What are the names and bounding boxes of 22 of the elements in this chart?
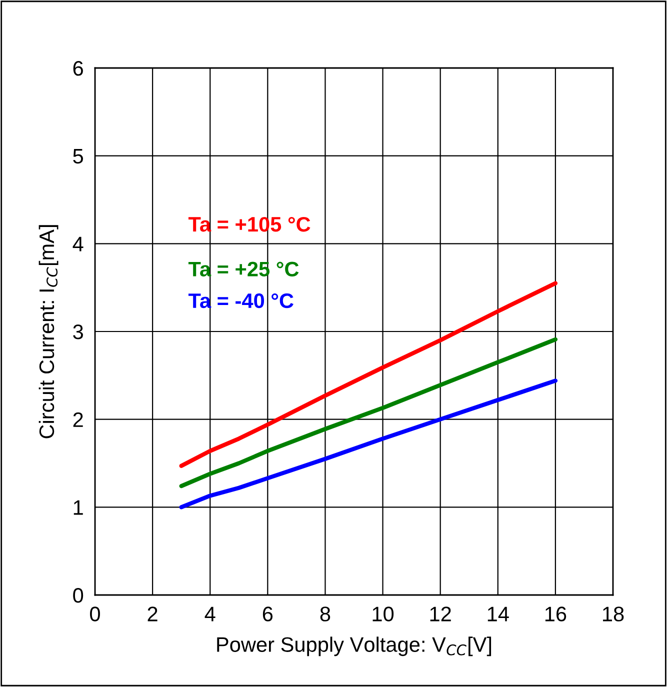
x-tick-label: 8	[320, 606, 330, 622]
line-series	[179, 337, 558, 488]
x-tick-label: 10	[372, 606, 394, 622]
y-tick-label: 3	[73, 324, 83, 340]
y-tick-label: 5	[73, 149, 84, 164]
x-axis-title: Power Supply Voltage: V$_{CC}$[V]	[217, 636, 492, 656]
y-tick-label: 4	[72, 236, 84, 252]
y-tick-label: 0	[73, 588, 84, 603]
x-tick-label: 18	[603, 606, 624, 622]
y-tick-label: 1	[74, 500, 83, 515]
y-tick-label: 6	[73, 61, 83, 76]
line-series	[179, 281, 558, 468]
x-tick-label: 6	[262, 606, 273, 622]
x-tick-label: 4	[204, 606, 216, 622]
line-series	[179, 378, 558, 510]
x-tick-label: 16	[545, 606, 566, 622]
x-tick-label: 0	[90, 606, 100, 622]
x-tick-label: 12	[430, 606, 451, 622]
y-axis-title: Circuit Current: I$_{CC}$[mA]	[38, 225, 58, 438]
x-tick-label: 14	[488, 606, 509, 622]
x-tick-label: 2	[148, 606, 158, 622]
y-tick-label: 2	[73, 412, 83, 427]
